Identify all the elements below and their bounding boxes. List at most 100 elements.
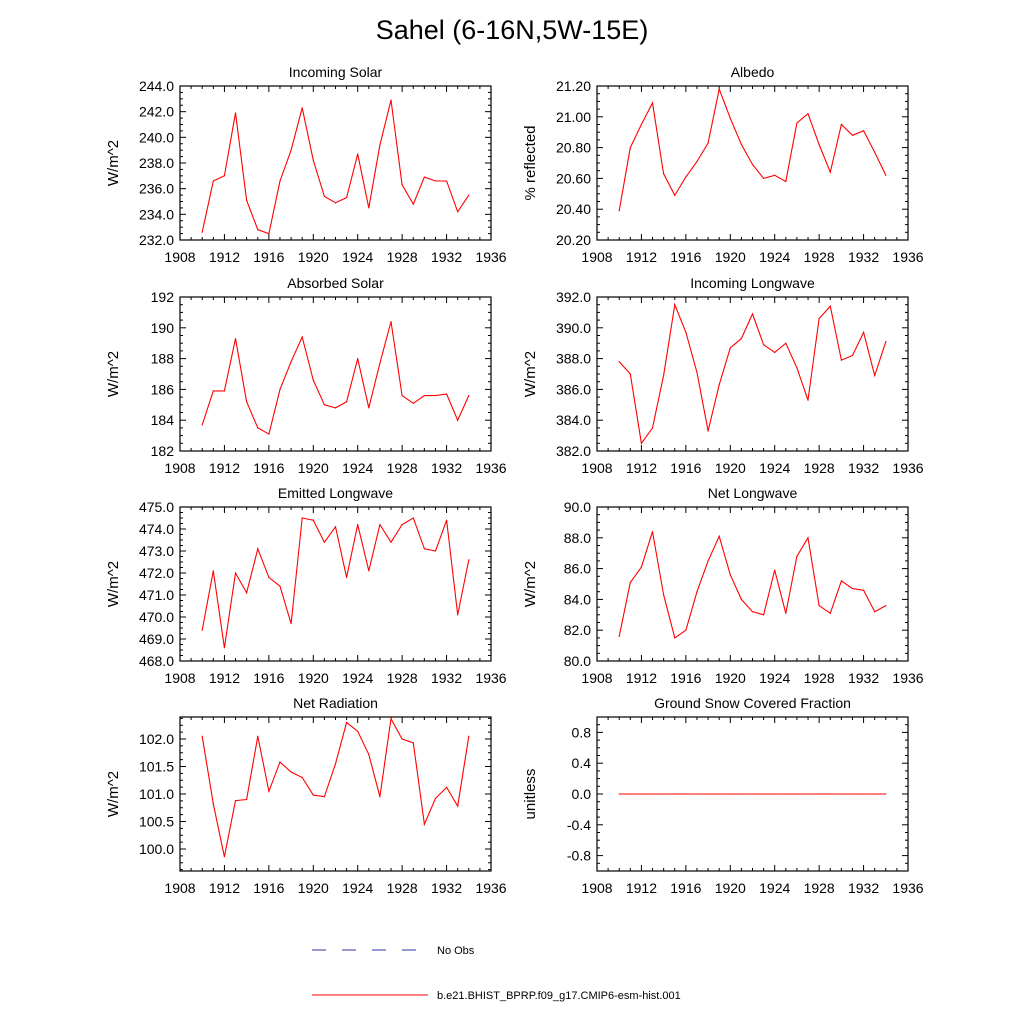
y-tick-label: 184: [151, 412, 175, 428]
data-point: [357, 730, 359, 732]
x-tick-label: 1924: [342, 880, 373, 896]
y-axis-label: W/m^2: [105, 351, 122, 397]
legend: No Obs b.e21.BHIST_BPRP.f09_g17.CMIP6-esm…: [312, 945, 681, 1002]
data-point: [829, 171, 831, 173]
data-point: [301, 336, 303, 338]
data-point: [234, 112, 237, 114]
data-point: [457, 211, 459, 213]
data-point: [774, 569, 776, 571]
x-tick-label: 1920: [715, 880, 746, 896]
data-point: [301, 517, 303, 519]
x-tick-label: 1920: [715, 460, 746, 476]
data-point: [390, 99, 392, 101]
y-tick-label: 232.0: [139, 232, 174, 248]
data-point: [718, 535, 720, 537]
data-point: [279, 761, 281, 763]
y-tick-label: 20.60: [556, 170, 591, 186]
y-tick-label: 386.0: [556, 381, 591, 397]
data-point: [629, 793, 631, 795]
data-point: [885, 341, 887, 343]
data-point: [874, 793, 876, 795]
data-point: [651, 793, 654, 795]
figure-title: Sahel (6-16N,5W-15E): [375, 15, 649, 45]
y-tick-label: 0.0: [572, 786, 592, 802]
x-tick-label: 1932: [431, 670, 462, 686]
x-tick-label: 1916: [670, 880, 701, 896]
data-point: [301, 107, 303, 109]
data-point: [312, 159, 314, 162]
data-point: [751, 163, 754, 166]
data-point: [223, 856, 226, 858]
x-tick-label: 1928: [387, 460, 418, 476]
chart-panel-4: Emitted Longwave W/m^2 1908 1912 1916 1920 192…: [105, 485, 507, 686]
data-point: [696, 793, 698, 795]
data-point: [323, 796, 325, 798]
data-point: [618, 635, 620, 637]
data-point: [718, 384, 720, 386]
data-point: [707, 430, 709, 432]
x-tick-label: 1920: [715, 249, 746, 265]
data-point: [851, 354, 854, 357]
x-tick-label: 1924: [759, 880, 790, 896]
data-point: [201, 735, 203, 737]
series-line-0: [201, 716, 470, 857]
data-point: [818, 793, 820, 795]
data-point: [279, 585, 281, 587]
data-point: [401, 394, 403, 397]
y-tick-label: 100.0: [139, 841, 174, 857]
data-point: [640, 442, 643, 444]
data-point: [685, 331, 687, 334]
data-point: [862, 793, 865, 795]
x-tick-label: 1936: [475, 249, 506, 265]
data-point: [412, 517, 414, 519]
y-tick-label: 240.0: [139, 129, 174, 145]
y-tick-label: 186: [151, 381, 175, 397]
data-point: [818, 317, 820, 320]
data-point: [390, 541, 392, 543]
data-point: [468, 194, 470, 196]
data-point: [663, 793, 665, 795]
x-tick-label: 1912: [626, 249, 657, 265]
data-point: [423, 548, 425, 550]
data-point: [257, 548, 259, 550]
x-tick-label: 1932: [848, 249, 879, 265]
data-point: [862, 589, 865, 591]
data-point: [401, 524, 403, 526]
data-point: [334, 763, 337, 765]
data-point: [379, 144, 381, 146]
x-tick-label: 1936: [475, 880, 506, 896]
data-point: [412, 742, 414, 744]
data-point: [729, 117, 731, 119]
x-tick-label: 1936: [892, 880, 923, 896]
data-point: [651, 427, 654, 429]
data-point: [368, 570, 370, 572]
data-point: [696, 591, 698, 593]
data-point: [640, 793, 643, 795]
y-tick-label: 384.0: [556, 412, 591, 428]
data-point: [674, 194, 676, 196]
data-point: [707, 560, 709, 562]
x-tick-label: 1924: [342, 249, 373, 265]
data-point: [851, 134, 854, 136]
data-point: [323, 404, 325, 406]
data-point: [796, 367, 798, 369]
y-axis-label: W/m^2: [105, 140, 122, 186]
y-tick-label: 21.00: [556, 109, 591, 125]
data-point: [290, 623, 292, 625]
x-tick-label: 1924: [342, 460, 373, 476]
legend-label: No Obs: [437, 945, 475, 957]
data-point: [729, 347, 731, 349]
data-point: [368, 407, 370, 409]
data-point: [346, 576, 348, 579]
data-point: [885, 793, 887, 795]
plot-frame: [179, 296, 492, 452]
y-tick-label: 0.8: [572, 724, 592, 740]
data-point: [629, 147, 631, 149]
data-point: [212, 180, 214, 182]
data-point: [796, 555, 798, 557]
y-tick-label: 182: [151, 443, 175, 459]
data-point: [696, 371, 698, 374]
data-point: [257, 427, 259, 429]
data-point: [279, 388, 281, 390]
data-point: [840, 123, 842, 126]
